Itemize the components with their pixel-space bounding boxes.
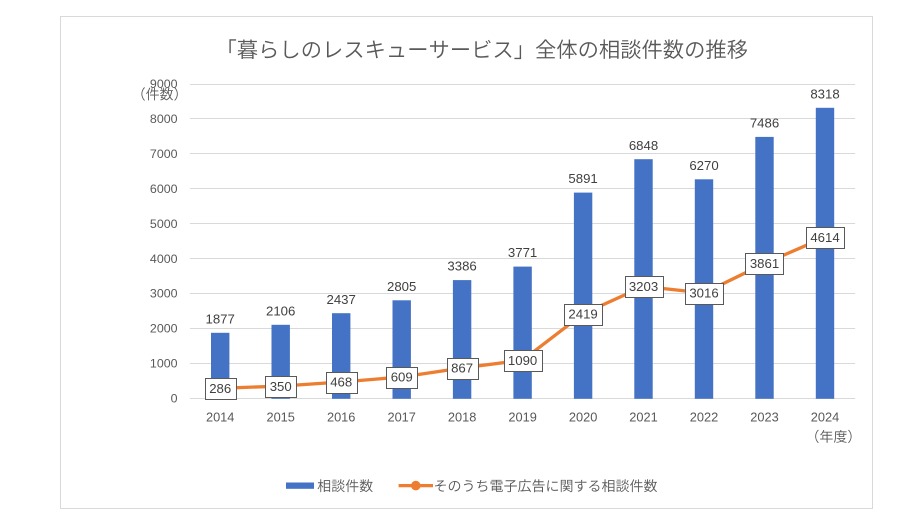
svg-text:7000: 7000	[150, 147, 178, 161]
svg-text:2419: 2419	[568, 307, 597, 322]
svg-text:2021: 2021	[629, 410, 657, 425]
svg-text:4000: 4000	[150, 252, 178, 266]
svg-text:5891: 5891	[568, 171, 597, 186]
svg-text:3861: 3861	[750, 256, 779, 271]
svg-text:2016: 2016	[327, 410, 355, 425]
svg-text:3203: 3203	[629, 279, 658, 294]
svg-text:3000: 3000	[150, 287, 178, 301]
svg-text:1877: 1877	[206, 311, 235, 326]
svg-text:3771: 3771	[508, 245, 537, 260]
svg-text:5000: 5000	[150, 217, 178, 231]
svg-text:1000: 1000	[150, 357, 178, 371]
svg-text:2805: 2805	[387, 279, 416, 294]
svg-text:2024: 2024	[811, 410, 839, 425]
svg-text:6000: 6000	[150, 182, 178, 196]
svg-text:3386: 3386	[447, 259, 476, 274]
svg-text:468: 468	[330, 375, 352, 390]
svg-text:2023: 2023	[750, 410, 778, 425]
svg-text:4614: 4614	[810, 230, 839, 245]
svg-text:8000: 8000	[150, 112, 178, 126]
svg-text:2019: 2019	[508, 410, 536, 425]
svg-text:867: 867	[451, 361, 473, 376]
svg-text:2017: 2017	[387, 410, 415, 425]
svg-text:609: 609	[391, 370, 413, 385]
svg-text:2437: 2437	[327, 292, 356, 307]
svg-text:8318: 8318	[810, 86, 839, 101]
svg-text:9000: 9000	[150, 77, 178, 91]
svg-text:2015: 2015	[266, 410, 294, 425]
svg-text:2014: 2014	[206, 410, 234, 425]
svg-text:1090: 1090	[508, 353, 537, 368]
svg-text:0: 0	[171, 392, 178, 406]
svg-text:7486: 7486	[750, 116, 779, 131]
svg-text:350: 350	[270, 379, 292, 394]
svg-text:3016: 3016	[689, 286, 718, 301]
svg-text:2018: 2018	[448, 410, 476, 425]
svg-text:2022: 2022	[690, 410, 718, 425]
svg-text:2020: 2020	[569, 410, 597, 425]
svg-text:2000: 2000	[150, 322, 178, 336]
svg-text:2106: 2106	[266, 303, 295, 318]
svg-text:6270: 6270	[689, 158, 718, 173]
svg-text:6848: 6848	[629, 138, 658, 153]
svg-text:286: 286	[209, 381, 231, 396]
